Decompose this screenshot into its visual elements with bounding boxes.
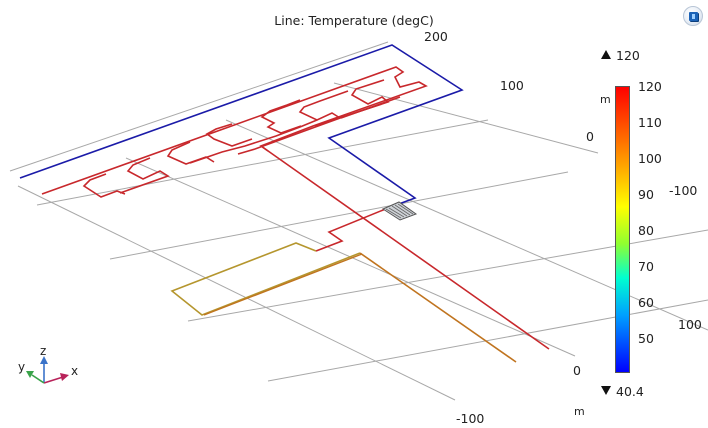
axis-triad xyxy=(26,356,69,384)
triad-x-label: x xyxy=(71,364,79,378)
x-tick-0: 0 xyxy=(573,363,581,378)
legend-tick: 110 xyxy=(638,115,662,130)
x-axis-unit: m xyxy=(574,405,585,418)
y-axis-unit: m xyxy=(600,93,611,106)
x-tick-100: 100 xyxy=(678,317,702,332)
x-tick-minus-100: -100 xyxy=(456,411,485,426)
legend-min-value: 40.4 xyxy=(616,384,644,399)
legend-tick: 120 xyxy=(638,79,662,94)
warm-pipe-orange xyxy=(359,252,517,363)
y-tick-minus-100: -100 xyxy=(669,183,698,198)
legend-tick: 70 xyxy=(638,259,654,274)
warm-pipe-orange-return xyxy=(203,253,363,316)
render-mode-icon[interactable] xyxy=(683,6,703,26)
grid-lines-b xyxy=(17,82,708,401)
plot-title: Line: Temperature (degC) xyxy=(274,13,434,28)
legend-min: 40.4 xyxy=(601,384,644,399)
hot-pipe-network xyxy=(41,66,550,350)
min-triangle-icon xyxy=(601,386,611,395)
y-tick-100: 100 xyxy=(500,78,524,93)
legend-tick: 100 xyxy=(638,151,662,166)
warm-pipe-yellow xyxy=(170,242,361,316)
y-tick-200: 200 xyxy=(424,29,448,44)
legend-max: 120 xyxy=(601,48,640,63)
cold-pipe xyxy=(19,44,464,209)
triad-z-label: z xyxy=(40,344,47,358)
coil-component xyxy=(381,201,418,221)
legend-tick: 90 xyxy=(638,187,654,202)
legend-tick: 60 xyxy=(638,295,654,310)
legend-tick: 80 xyxy=(638,223,654,238)
legend-tick: 50 xyxy=(638,331,654,346)
legend-max-value: 120 xyxy=(616,48,640,63)
color-legend-bar xyxy=(615,86,630,373)
triad-y-label: y xyxy=(18,360,26,374)
max-triangle-icon xyxy=(601,50,611,59)
y-tick-0: 0 xyxy=(586,129,594,144)
